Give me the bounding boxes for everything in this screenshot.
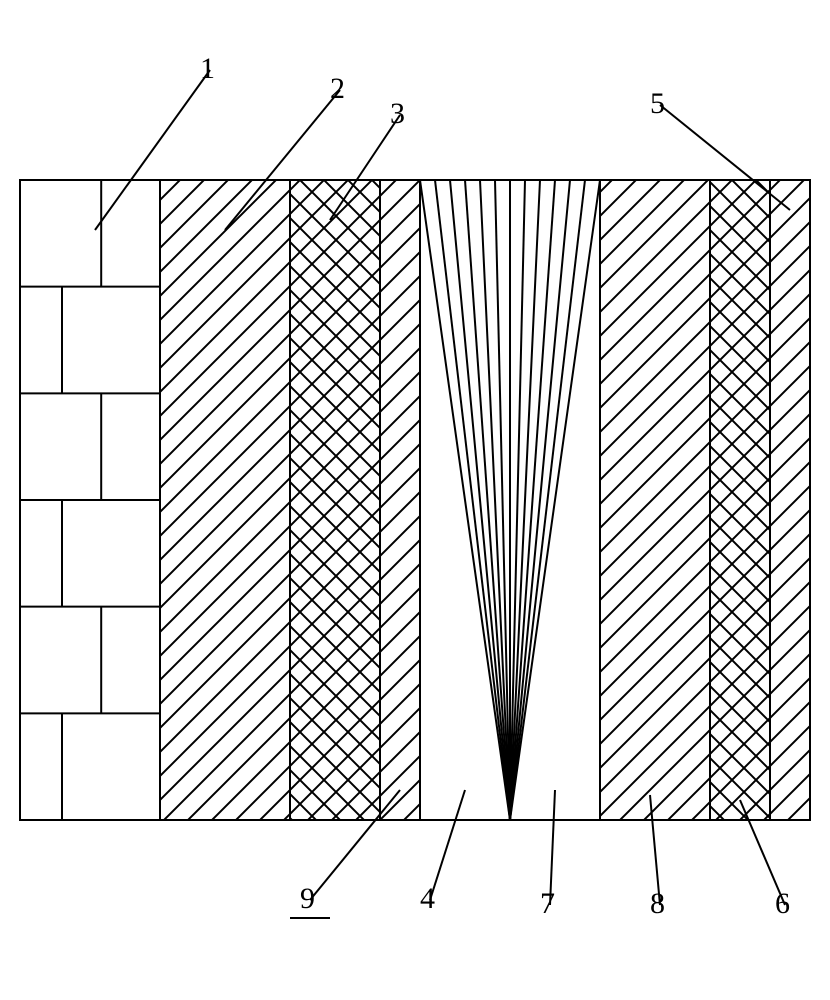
callout-label-7: 7	[540, 887, 555, 921]
callout-label-8: 8	[650, 887, 665, 921]
callout-label-6: 6	[775, 887, 790, 921]
callout-label-1: 1	[200, 52, 215, 86]
callout-label-2: 2	[330, 72, 345, 106]
callout-label-5: 5	[650, 87, 665, 121]
diagram-svg	[0, 0, 830, 1000]
callout-label-4: 4	[420, 882, 435, 916]
callout-label-9: 9	[300, 882, 315, 916]
callout-label-3: 3	[390, 97, 405, 131]
